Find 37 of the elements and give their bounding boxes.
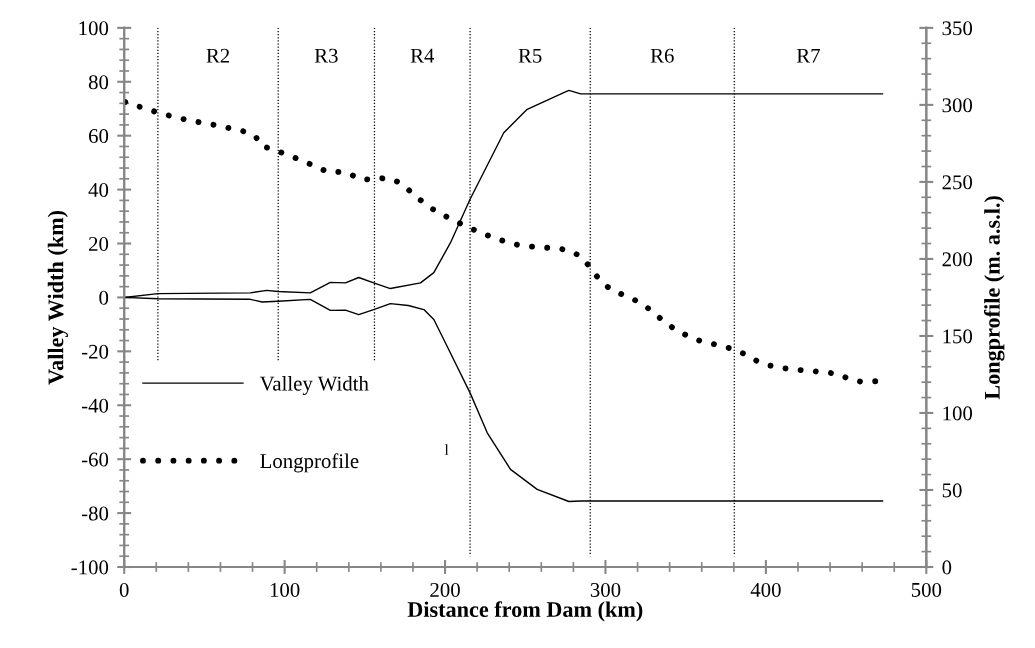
y-tick-label: 80 [88, 75, 109, 90]
y-tick-label: 20 [89, 236, 109, 251]
y-tick-label: -80 [81, 506, 109, 521]
x-tick-label: 200 [430, 582, 460, 597]
y-tick-label: -20 [81, 344, 109, 359]
annotation: R7 [796, 48, 820, 63]
annotation: R6 [650, 48, 674, 63]
annotation: R5 [518, 48, 542, 63]
legend-label: Valley Width [259, 375, 369, 395]
y-tick-label: -100 [71, 560, 109, 575]
y-tick-label: 0 [99, 290, 109, 305]
annotation: R2 [206, 48, 230, 63]
y2-tick-label: 350 [942, 21, 973, 36]
legend-label: Longprofile [260, 453, 359, 473]
y2-tick-label: 200 [942, 252, 973, 267]
x-tick-label: 300 [590, 582, 621, 597]
x-axis-title: Distance from Dam (km) [407, 601, 643, 622]
y-tick-label: 100 [79, 21, 109, 36]
x-tick-label: 500 [911, 582, 942, 597]
annotation: R3 [314, 48, 338, 63]
x-tick-label: 0 [119, 582, 129, 597]
y-tick-label: -40 [81, 398, 109, 413]
y2-tick-label: 150 [943, 329, 973, 344]
y2-axis-title: Longprofile (m. a.s.l.) [983, 196, 1005, 400]
y-tick-label: 40 [88, 182, 109, 198]
y-axis-title: Valley Width (km) [47, 210, 68, 385]
y2-tick-label: 250 [942, 175, 973, 190]
y2-tick-label: 300 [942, 98, 973, 113]
x-tick-label: 100 [270, 582, 300, 597]
annotation: l [444, 444, 449, 455]
x-tick-label: 400 [750, 582, 781, 597]
annotation: R4 [410, 48, 435, 63]
y2-tick-label: 100 [943, 406, 973, 421]
y2-tick-label: 50 [942, 483, 962, 498]
y2-tick-label: 0 [942, 560, 952, 575]
y-tick-label: -60 [81, 452, 109, 467]
y-tick-label: 60 [88, 129, 109, 144]
